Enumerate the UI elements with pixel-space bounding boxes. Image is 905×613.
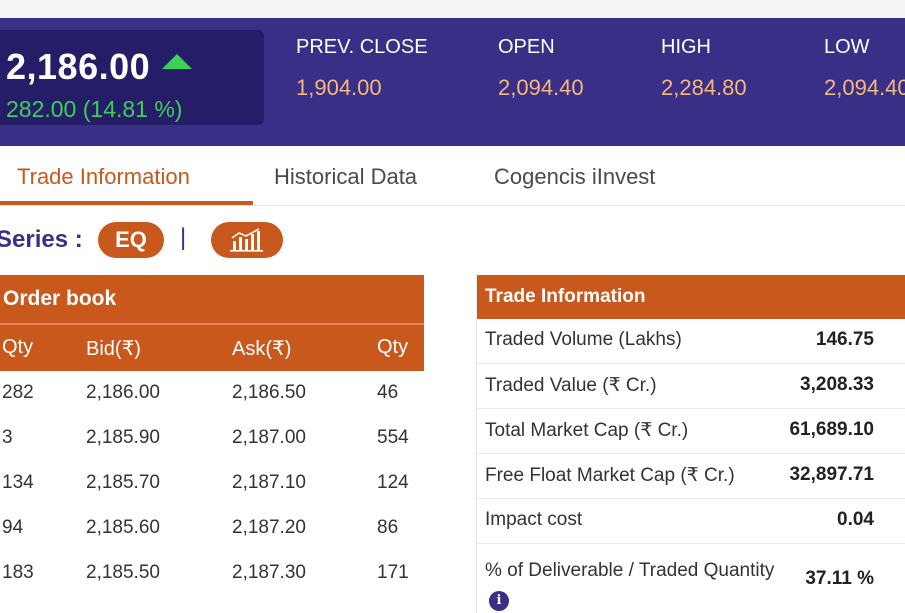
deliverable-traded-value: 37.11 % [805, 568, 874, 589]
stat-value: 2,284.80 [661, 75, 747, 100]
ask-qty: 124 [377, 472, 409, 493]
ask-qty: 86 [377, 517, 399, 538]
total-market-cap-label: Total Market Cap (₹ Cr.) [485, 420, 689, 441]
stat-high: HIGH 2,284.80 [661, 36, 747, 101]
ask-price: 2,187.20 [232, 517, 306, 538]
impact-cost-value: 0.04 [837, 509, 874, 530]
free-float-market-cap-label: Free Float Market Cap (₹ Cr.) [485, 465, 735, 486]
bid-qty: 282 [2, 382, 34, 403]
ask-qty: 554 [377, 427, 409, 448]
trade-information-title: Trade Information [477, 275, 905, 319]
traded-volume-value: 146.75 [815, 329, 874, 350]
order-book-row: 134 2,185.70 2,187.10 124 [0, 461, 424, 506]
header-bid: Bid(₹) [86, 338, 141, 360]
ask-price: 2,187.30 [232, 562, 306, 583]
stat-label: OPEN [498, 36, 555, 58]
trade-info-row: Impact cost 0.04 [477, 499, 905, 544]
stat-open: OPEN 2,094.40 [498, 36, 584, 101]
tab-historical-data[interactable]: Historical Data [274, 164, 418, 189]
order-book-row: 94 2,185.60 2,187.20 86 [0, 506, 424, 551]
stat-label: PREV. CLOSE [296, 36, 428, 58]
order-book-header: Qty Bid(₹) Ask(₹) Qty [0, 323, 424, 371]
order-book-panel: Order book Qty Bid(₹) Ask(₹) Qty 282 2,1… [0, 275, 424, 613]
active-tab-indicator [0, 201, 253, 205]
deliverable-traded-label: % of Deliverable / Traded Quantity i [485, 556, 785, 613]
total-market-cap-value: 61,689.10 [789, 419, 874, 440]
info-icon[interactable]: i [489, 591, 509, 611]
ask-price: 2,186.50 [232, 382, 306, 403]
quote-bar: 2,186.00 282.00 (14.81 %) PREV. CLOSE 1,… [0, 18, 905, 146]
trade-information-panel: Trade Information Traded Volume (Lakhs) … [476, 275, 905, 613]
traded-volume-label: Traded Volume (Lakhs) [485, 329, 682, 350]
trade-info-row: % of Deliverable / Traded Quantity i 37.1… [477, 544, 905, 613]
bid-price: 2,185.50 [86, 562, 160, 583]
bid-price: 2,185.60 [86, 517, 160, 538]
trade-info-row: Total Market Cap (₹ Cr.) 61,689.10 [477, 409, 905, 454]
bid-price: 2,185.70 [86, 472, 160, 493]
stat-prev-close: PREV. CLOSE 1,904.00 [296, 36, 428, 101]
order-book-row: 282 2,186.00 2,186.50 46 [0, 371, 424, 416]
stat-label: LOW [824, 36, 870, 58]
traded-value-label: Traded Value (₹ Cr.) [485, 375, 657, 396]
bid-qty: 3 [2, 427, 13, 448]
order-book-row: 183 2,185.50 2,187.30 171 [0, 551, 424, 596]
ask-price: 2,187.10 [232, 472, 306, 493]
stat-label: HIGH [661, 36, 711, 58]
chart-button[interactable] [211, 222, 283, 258]
bid-price: 2,185.90 [86, 427, 160, 448]
last-price: 2,186.00 [6, 46, 151, 87]
price-change: 282.00 (14.81 %) [6, 96, 183, 122]
top-strip [0, 0, 905, 18]
ask-price: 2,187.00 [232, 427, 306, 448]
stat-value: 1,904.00 [296, 75, 382, 100]
trade-info-row: Traded Value (₹ Cr.) 3,208.33 [477, 364, 905, 409]
order-book-title: Order book [0, 275, 424, 323]
bar-chart-icon [230, 228, 263, 252]
triangle-up-icon [162, 54, 192, 69]
ask-qty: 46 [377, 382, 399, 403]
header-ask: Ask(₹) [232, 338, 292, 360]
bid-qty: 134 [2, 472, 34, 493]
bid-qty: 183 [2, 562, 34, 583]
series-label: Series : [0, 226, 83, 253]
price-box: 2,186.00 282.00 (14.81 %) [0, 30, 264, 125]
trade-info-row: Traded Volume (Lakhs) 146.75 [477, 319, 905, 364]
series-eq-button[interactable]: EQ [98, 222, 164, 258]
free-float-market-cap-value: 32,897.71 [789, 464, 874, 485]
header-bid-qty: Qty [2, 336, 34, 358]
deliverable-traded-label-text: % of Deliverable / Traded Quantity [485, 560, 775, 581]
bid-price: 2,186.00 [86, 382, 160, 403]
header-ask-qty: Qty [377, 336, 409, 358]
tab-bar: Trade Information Historical Data Cogenc… [0, 146, 905, 206]
stat-low: LOW 2,094.40 [824, 36, 905, 101]
ask-qty: 171 [377, 562, 409, 583]
stat-value: 2,094.40 [824, 75, 905, 100]
order-book-row: 3 2,185.90 2,187.00 554 [0, 416, 424, 461]
impact-cost-label: Impact cost [485, 509, 583, 530]
trade-info-row: Free Float Market Cap (₹ Cr.) 32,897.71 [477, 454, 905, 499]
tab-trade-information[interactable]: Trade Information [17, 164, 190, 189]
series-selector: Series : EQ | [0, 222, 400, 262]
stat-value: 2,094.40 [498, 75, 584, 100]
bid-qty: 94 [2, 517, 24, 538]
tab-cogencis-iinvest[interactable]: Cogencis iInvest [494, 164, 656, 189]
traded-value-value: 3,208.33 [800, 374, 874, 395]
series-separator: | [180, 224, 187, 251]
